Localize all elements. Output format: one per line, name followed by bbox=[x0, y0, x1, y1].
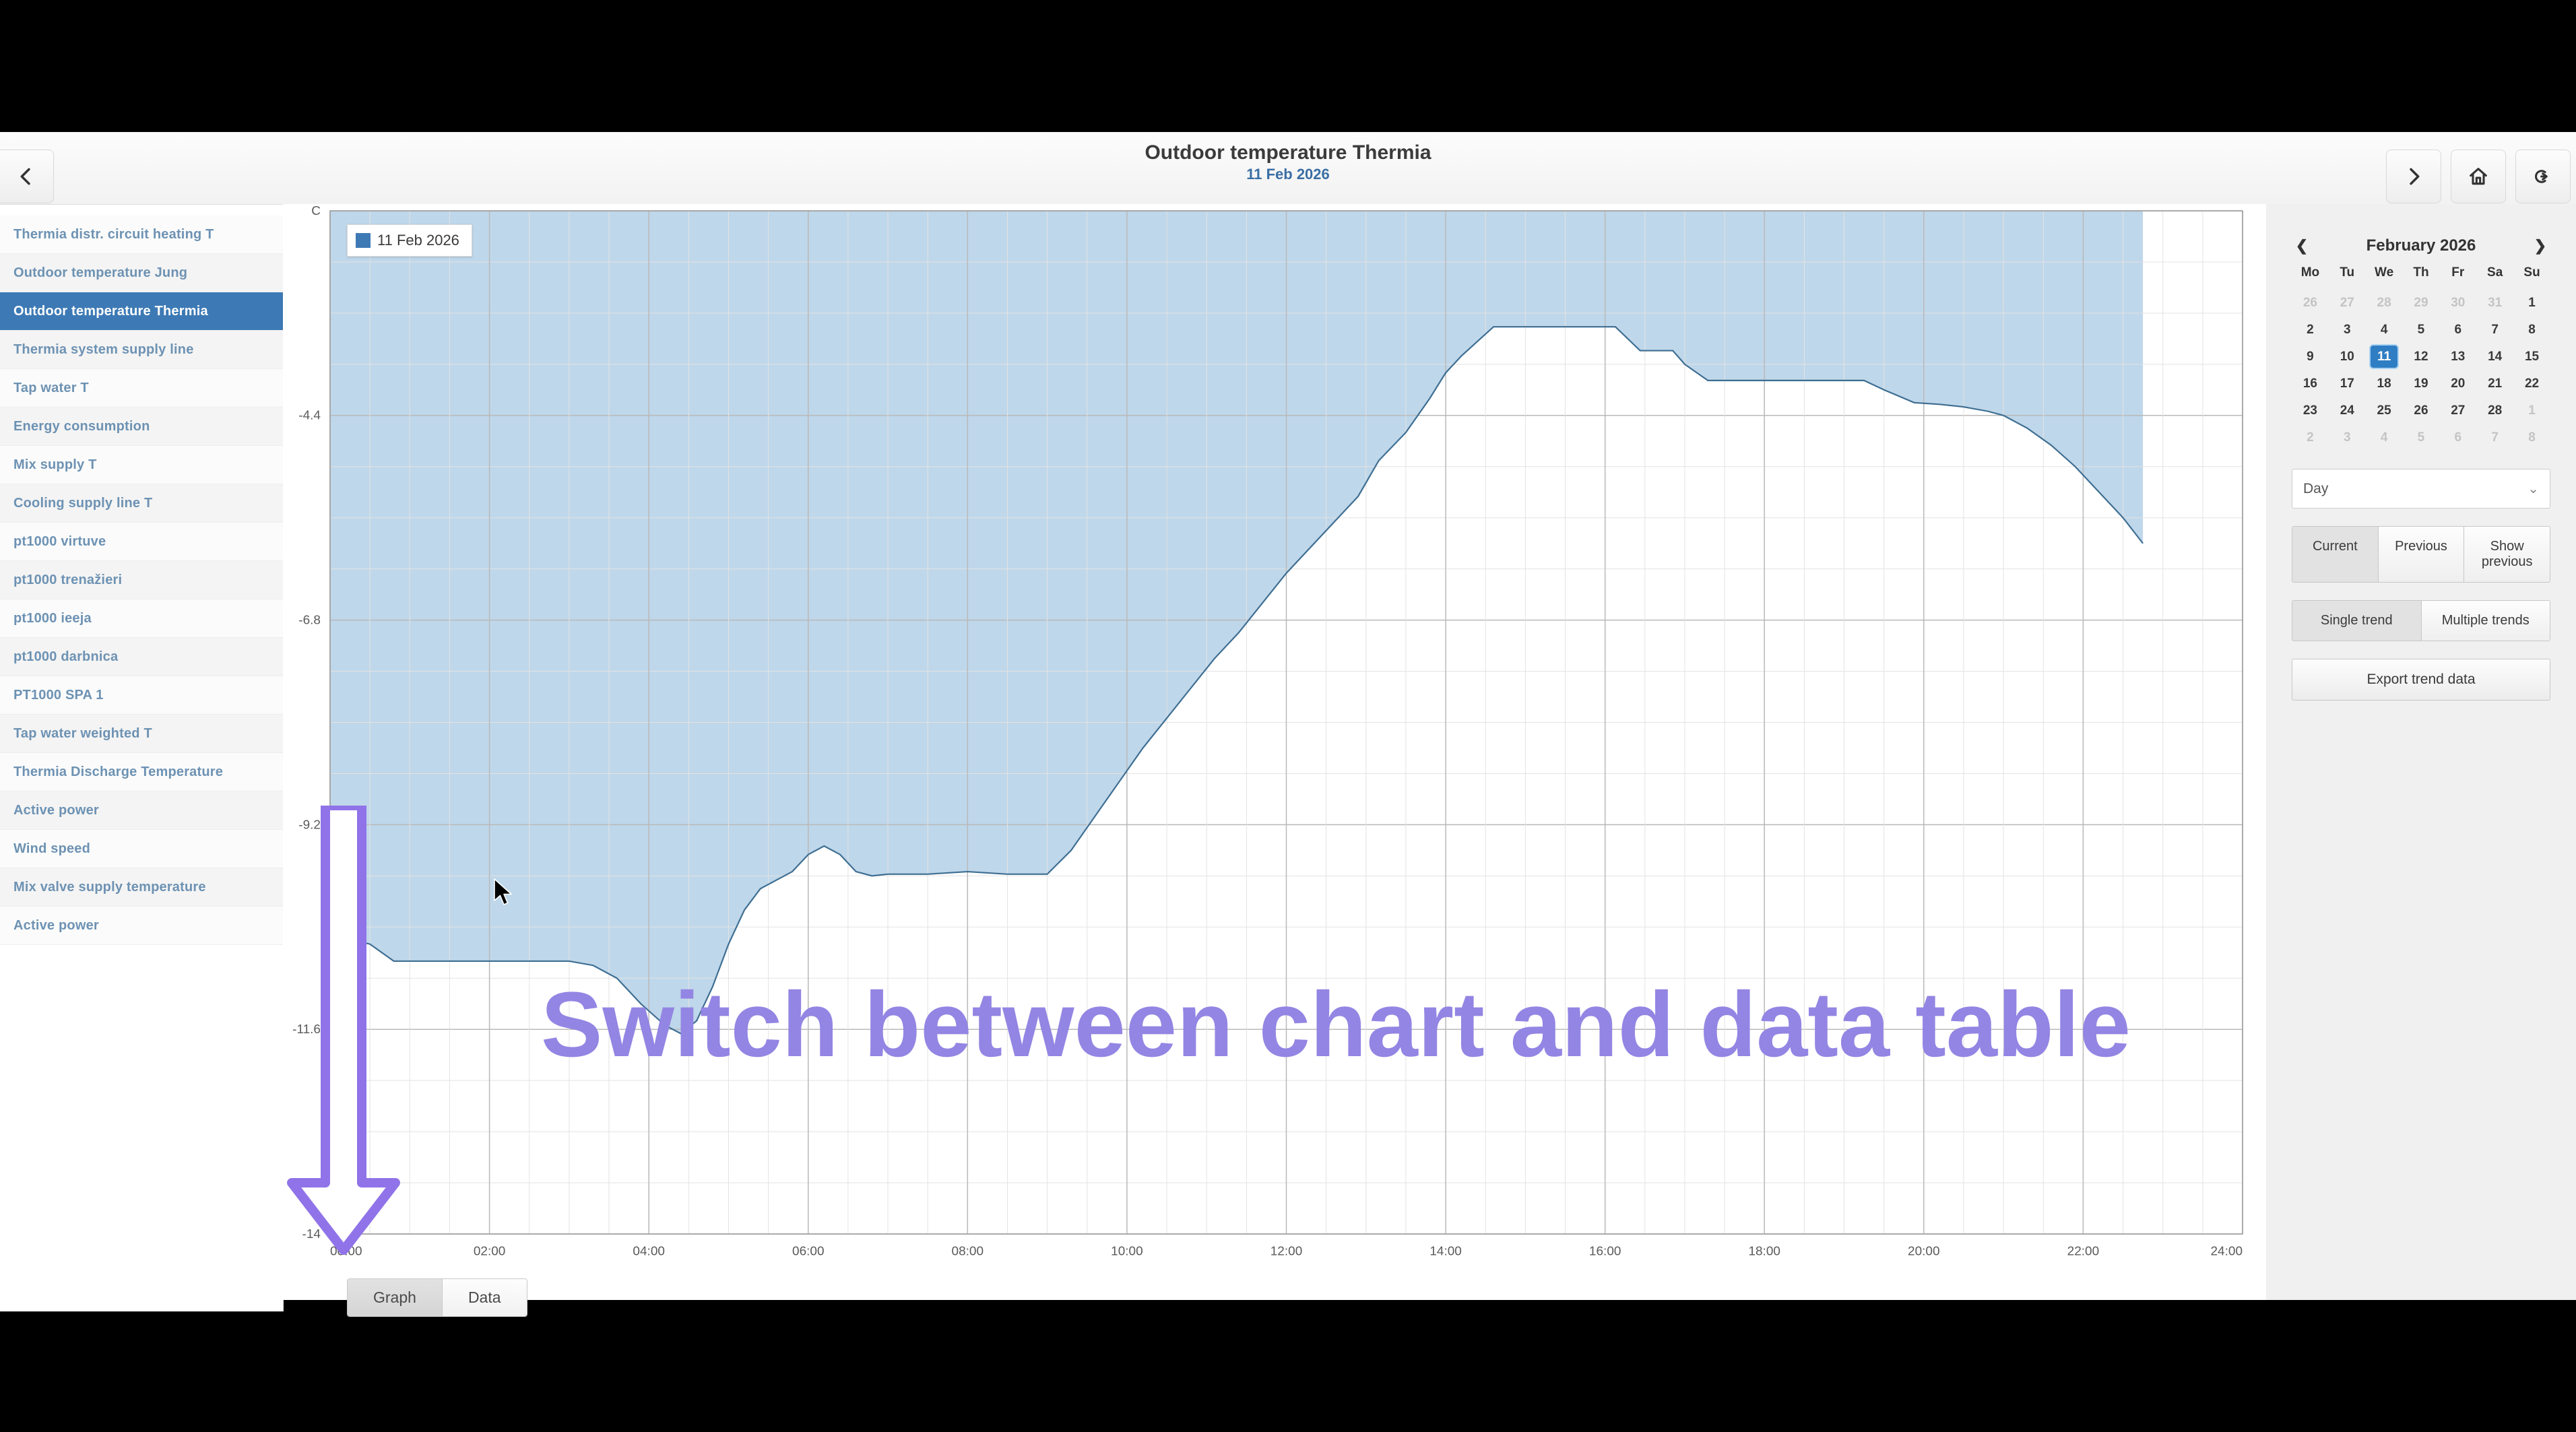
svg-text:02:00: 02:00 bbox=[474, 1244, 506, 1258]
svg-text:12:00: 12:00 bbox=[1270, 1244, 1303, 1258]
svg-text:20:00: 20:00 bbox=[1908, 1244, 1940, 1258]
svg-text:-6.8: -6.8 bbox=[298, 613, 321, 627]
svg-text:10:00: 10:00 bbox=[1111, 1244, 1143, 1258]
svg-text:24:00: 24:00 bbox=[2210, 1244, 2243, 1258]
svg-text:-4.4: -4.4 bbox=[298, 408, 321, 422]
svg-text:06:00: 06:00 bbox=[792, 1244, 825, 1258]
svg-text:18:00: 18:00 bbox=[1748, 1244, 1780, 1258]
svg-text:14:00: 14:00 bbox=[1429, 1244, 1462, 1258]
svg-text:04:00: 04:00 bbox=[633, 1244, 665, 1258]
svg-text:08:00: 08:00 bbox=[952, 1244, 984, 1258]
svg-text:22:00: 22:00 bbox=[2067, 1244, 2100, 1258]
svg-text:C: C bbox=[311, 203, 321, 218]
svg-text:16:00: 16:00 bbox=[1589, 1244, 1621, 1258]
